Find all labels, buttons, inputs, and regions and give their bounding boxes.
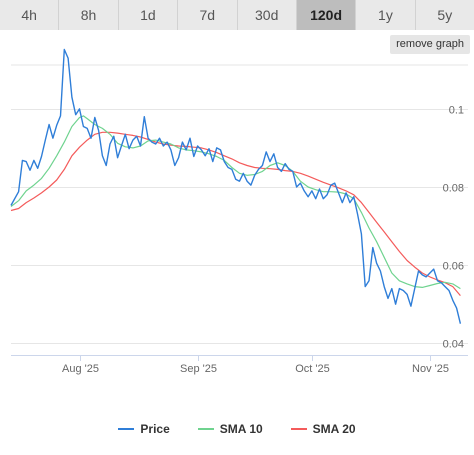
- legend-label: Price: [140, 422, 170, 436]
- tab-4h[interactable]: 4h: [0, 0, 60, 30]
- tab-30d[interactable]: 30d: [237, 0, 297, 30]
- sma10-series-line: [10, 115, 461, 290]
- legend-sma-20[interactable]: SMA 20: [290, 420, 356, 438]
- timeframe-tabs: 4h 8h 1d 7d 30d 120d 1y 5y: [0, 0, 474, 30]
- x-tick-label: Oct '25: [295, 363, 330, 375]
- tab-1d[interactable]: 1d: [118, 0, 179, 30]
- price-series-line: [10, 48, 462, 324]
- tab-120d[interactable]: 120d: [296, 0, 357, 30]
- legend-swatch: [290, 428, 307, 430]
- legend-price[interactable]: Price: [118, 420, 170, 438]
- y-tick-label: 0.06: [443, 261, 464, 273]
- x-tick-label: Nov '25: [412, 363, 449, 375]
- legend-label: SMA 20: [312, 422, 356, 436]
- tab-1y[interactable]: 1y: [356, 0, 416, 30]
- tab-5y[interactable]: 5y: [415, 0, 474, 30]
- sma20-series-line: [10, 131, 461, 296]
- x-tick-label: Aug '25: [62, 363, 99, 375]
- y-tick-label: 0.1: [449, 105, 464, 117]
- tab-8h[interactable]: 8h: [59, 0, 119, 30]
- chart-legend: Price SMA 10 SMA 20: [0, 420, 474, 438]
- legend-label: SMA 10: [219, 422, 263, 436]
- tab-7d[interactable]: 7d: [178, 0, 238, 30]
- remove-graph-button[interactable]: remove graph: [390, 35, 470, 54]
- legend-swatch: [197, 428, 214, 430]
- x-tick-label: Sep '25: [180, 363, 217, 375]
- price-chart: 0.04 0.06 0.08 0.1 Aug '25 Sep '25 Oct '25 Nov …: [10, 48, 468, 375]
- y-tick-label: 0.04: [443, 339, 464, 351]
- y-tick-label: 0.08: [443, 183, 464, 195]
- legend-swatch: [118, 428, 135, 430]
- legend-sma-10[interactable]: SMA 10: [197, 420, 263, 438]
